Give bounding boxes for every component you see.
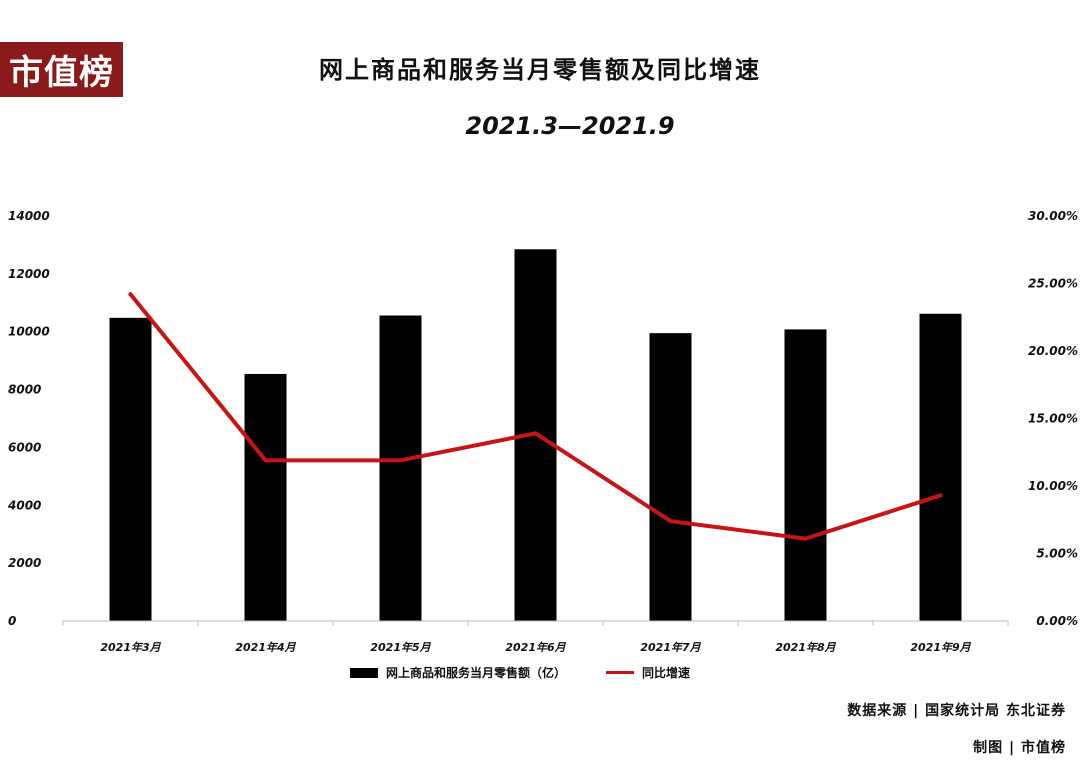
bar <box>244 373 287 621</box>
x-tick-label: 2021年5月 <box>370 641 431 654</box>
y-left-tick-label: 6000 <box>8 440 41 454</box>
growth-point <box>668 519 673 524</box>
y-left-tick-label: 4000 <box>7 498 41 512</box>
x-tick-label: 2021年9月 <box>910 641 971 654</box>
growth-point <box>398 458 403 463</box>
x-tick-label: 2021年7月 <box>640 641 701 654</box>
bar <box>379 315 422 621</box>
chart-maker: 制图 | 市值榜 <box>973 740 1066 756</box>
data-source: 数据来源 | 国家统计局 东北证券 <box>847 703 1066 719</box>
x-tick-label: 2021年3月 <box>100 641 161 654</box>
x-tick-label: 2021年8月 <box>775 641 836 654</box>
legend: 网上商品和服务当月零售额（亿） 同比增速 <box>350 664 690 681</box>
bar <box>649 333 692 621</box>
bar <box>784 329 827 621</box>
y-left-tick-label: 10000 <box>8 325 50 339</box>
growth-point <box>803 536 808 541</box>
growth-point <box>533 431 538 436</box>
y-right-tick-label: 30.00% <box>1028 209 1078 223</box>
legend-bar-swatch <box>350 667 378 678</box>
bar <box>109 317 152 621</box>
y-left-tick-label: 12000 <box>8 267 50 281</box>
y-right-tick-label: 5.00% <box>1036 547 1078 561</box>
legend-line-swatch <box>606 671 635 674</box>
x-tick-label: 2021年6月 <box>505 641 566 654</box>
y-right-tick-label: 15.00% <box>1028 412 1078 426</box>
y-right-tick-label: 0.00% <box>1036 614 1078 628</box>
y-left-tick-label: 2000 <box>8 556 41 570</box>
growth-point <box>938 493 943 498</box>
brand-logo: 市值榜 <box>0 42 123 97</box>
y-right-tick-label: 10.00% <box>1028 479 1078 493</box>
y-left-tick-label: 8000 <box>8 383 41 397</box>
y-right-tick-label: 25.00% <box>1028 277 1078 291</box>
y-left-tick-label: 0 <box>8 614 16 628</box>
y-right-tick-label: 20.00% <box>1028 344 1078 358</box>
y-left-tick-label: 14000 <box>8 209 50 223</box>
bar <box>919 313 962 621</box>
growth-point <box>128 292 133 297</box>
legend-line-label: 同比增速 <box>642 666 691 680</box>
chart-subtitle: 2021.3—2021.9 <box>465 112 675 140</box>
combo-chart: 0 2000 4000 6000 8000 10000 12000 14000 0.00% 5.… <box>7 209 1078 654</box>
chart-title: 网上商品和服务当月零售额及同比增速 <box>319 56 761 84</box>
x-tick-label: 2021年4月 <box>235 641 296 654</box>
growth-point <box>263 458 268 463</box>
legend-bar-label: 网上商品和服务当月零售额（亿） <box>386 666 567 680</box>
